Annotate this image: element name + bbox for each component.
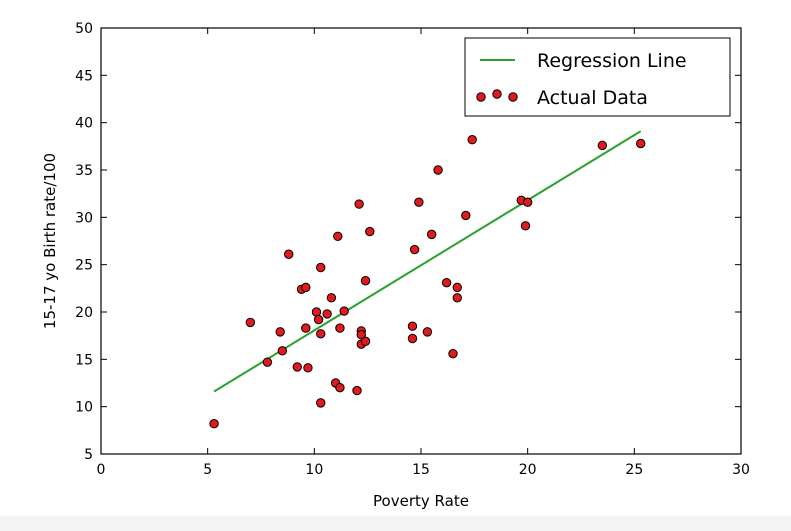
data-point-7 (292, 362, 302, 372)
data-point-15 (316, 329, 326, 339)
x-tick-label: 0 (97, 462, 106, 478)
x-tick-label: 10 (305, 462, 323, 478)
data-point-27 (356, 330, 366, 340)
data-point-34 (409, 244, 420, 255)
data-point-23 (339, 306, 349, 316)
data-point-24 (352, 385, 362, 396)
data-point-38 (433, 165, 443, 175)
data-point-37 (426, 229, 437, 240)
data-point-41 (452, 282, 462, 293)
y-tick-label: 40 (75, 116, 93, 132)
data-point-30 (360, 336, 371, 347)
legend: Regression Line Actual Data (464, 37, 731, 117)
y-tick-label: 10 (75, 400, 93, 416)
data-point-40 (448, 348, 458, 359)
data-point-46 (520, 221, 531, 231)
x-tick-label: 5 (203, 462, 212, 478)
data-point-4 (275, 327, 285, 337)
data-point-43 (461, 210, 471, 221)
data-point-47 (522, 197, 533, 207)
data-point-13 (313, 314, 324, 325)
data-point-2 (245, 317, 256, 328)
data-point-36 (422, 327, 433, 337)
y-axis-label: 15-17 yo Birth rate/100 (41, 153, 59, 329)
data-point-18 (326, 293, 337, 303)
legend-label-actual: Actual Data (537, 87, 648, 109)
data-point-29 (360, 276, 371, 286)
data-point-9 (301, 282, 311, 293)
data-point-12 (311, 307, 322, 317)
data-point-10 (301, 323, 311, 333)
data-point-14 (316, 262, 326, 273)
legend-label-regression: Regression Line (537, 50, 687, 72)
data-point-16 (316, 398, 326, 408)
legend-marker-1 (476, 92, 486, 102)
data-point-20 (333, 231, 343, 241)
data-point-39 (441, 277, 452, 288)
chart-marks (209, 130, 646, 429)
legend-box (464, 37, 731, 117)
data-point-31 (365, 226, 375, 237)
data-point-5 (277, 346, 288, 356)
x-tick-label: 25 (625, 462, 643, 478)
data-point-3 (262, 357, 273, 367)
x-axis-label: Poverty Rate (373, 492, 469, 510)
bottom-strip (0, 516, 791, 531)
y-tick-label: 5 (84, 447, 93, 463)
data-point-1 (209, 419, 219, 429)
data-point-44 (467, 135, 477, 145)
data-point-42 (452, 293, 462, 303)
y-tick-label: 45 (75, 68, 93, 84)
y-tick-label: 30 (75, 210, 93, 226)
data-point-49 (636, 138, 646, 149)
x-tick-label: 20 (519, 462, 537, 478)
data-point-33 (407, 333, 418, 344)
legend-marker-2 (492, 89, 502, 99)
legend-marker-3 (508, 92, 518, 102)
y-tick-label: 25 (75, 258, 93, 274)
data-point-22 (335, 323, 345, 333)
data-point-25 (354, 199, 364, 209)
data-point-11 (303, 363, 313, 373)
x-tick-label: 15 (412, 462, 430, 478)
y-tick-label: 35 (75, 163, 93, 179)
data-point-35 (414, 197, 424, 207)
data-point-6 (284, 249, 294, 259)
y-tick-label: 50 (75, 21, 93, 37)
y-tick-label: 20 (75, 305, 93, 321)
y-tick-label: 15 (75, 352, 93, 368)
data-point-17 (322, 309, 332, 319)
x-tick-label: 30 (732, 462, 750, 478)
data-point-21 (335, 383, 345, 393)
data-point-48 (597, 140, 608, 151)
data-point-32 (407, 321, 418, 331)
